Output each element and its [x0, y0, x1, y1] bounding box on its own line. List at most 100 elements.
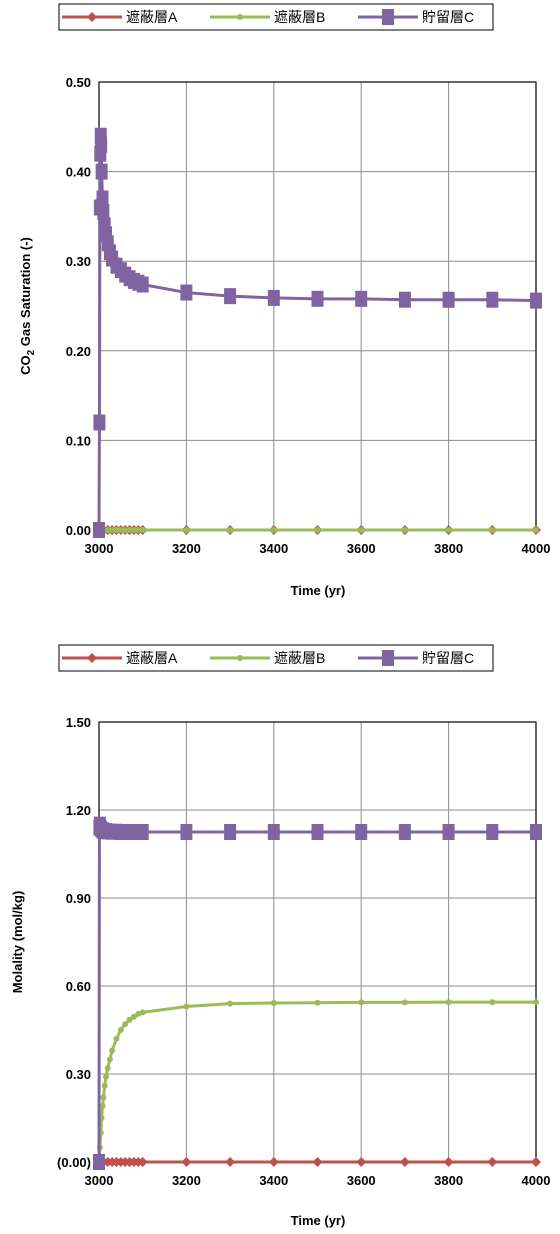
series-3	[93, 127, 542, 538]
data-point	[104, 1065, 111, 1072]
series-line	[97, 824, 536, 1163]
data-point	[267, 289, 280, 306]
data-point	[270, 527, 277, 533]
data-point	[137, 1157, 148, 1167]
y-tick-label: 0.20	[66, 344, 91, 359]
data-point	[311, 824, 324, 840]
plot-area	[98, 721, 537, 1163]
y-tick-label: 0.30	[66, 254, 91, 269]
legend-item: 遮蔽層B	[210, 9, 325, 25]
legend-swatch-marker	[87, 653, 97, 663]
legend-swatch-marker	[237, 655, 243, 661]
data-point	[139, 1009, 146, 1016]
y-tick-label: 1.50	[66, 715, 91, 730]
data-point	[531, 1157, 541, 1167]
y-axis-label: CO2 Gas Saturation (-)	[18, 237, 37, 375]
legend-item: 貯留層C	[358, 9, 474, 25]
data-point	[97, 203, 110, 220]
legend-swatch-marker	[382, 9, 394, 25]
y-tick-label: 1.20	[66, 803, 91, 818]
data-point	[311, 290, 324, 307]
legend-item: 遮蔽層A	[62, 650, 178, 666]
data-point	[358, 999, 365, 1006]
data-point	[122, 1021, 129, 1028]
legend-label: 遮蔽層A	[126, 9, 178, 25]
data-point	[227, 1000, 234, 1007]
data-point	[312, 1157, 323, 1167]
data-point	[445, 527, 452, 533]
legend-swatch-marker	[87, 12, 97, 22]
data-point	[489, 527, 496, 533]
data-point	[533, 999, 539, 1006]
data-point	[442, 291, 455, 308]
y-tick-label: 0.60	[66, 979, 91, 994]
data-point	[489, 999, 496, 1006]
data-point	[401, 999, 408, 1006]
data-point	[96, 190, 109, 207]
data-point	[530, 292, 542, 309]
data-point	[180, 284, 193, 301]
data-point	[117, 1027, 124, 1033]
data-point	[102, 1073, 109, 1080]
data-point	[99, 1103, 106, 1110]
y-tick-label: 0.50	[66, 75, 91, 90]
data-point	[181, 1157, 192, 1167]
data-point	[486, 824, 499, 840]
data-point	[104, 527, 111, 533]
legend-box	[58, 644, 494, 672]
data-point	[136, 824, 149, 840]
x-axis-label: Time (yr)	[291, 583, 346, 598]
legend-item: 遮蔽層A	[62, 9, 178, 25]
data-point	[401, 527, 408, 533]
legend: 遮蔽層A 遮蔽層B 貯留層C	[58, 644, 494, 672]
series-3	[93, 816, 542, 1170]
y-tick-label: 0.90	[66, 891, 91, 906]
data-point	[355, 290, 368, 307]
data-point	[117, 527, 124, 533]
legend-label: 貯留層C	[422, 650, 474, 666]
x-axis-label: Time (yr)	[291, 1213, 346, 1228]
data-point	[126, 527, 133, 533]
data-point	[101, 1082, 108, 1089]
data-point	[314, 527, 321, 533]
data-point	[314, 999, 321, 1006]
data-point	[442, 824, 455, 840]
data-point	[122, 527, 129, 533]
x-tick-label: 3000	[85, 1173, 114, 1188]
legend-label: 貯留層C	[422, 9, 474, 25]
data-point	[445, 999, 452, 1006]
legend-item: 貯留層C	[358, 650, 474, 666]
data-point	[113, 1035, 120, 1042]
data-point	[100, 1094, 107, 1101]
x-tick-label: 3400	[259, 1173, 288, 1188]
data-point	[95, 136, 108, 153]
x-tick-label: 3600	[347, 1173, 376, 1188]
x-tick-label: 3200	[172, 541, 201, 556]
data-point	[95, 163, 108, 180]
series-line	[97, 1000, 536, 1163]
legend: 遮蔽層A 遮蔽層B 貯留層C	[58, 3, 494, 31]
legend-label: 遮蔽層B	[274, 650, 325, 666]
series-1	[94, 1157, 541, 1167]
x-tick-label: 4000	[522, 541, 551, 556]
y-tick-label: 0.10	[66, 433, 91, 448]
data-point	[533, 527, 539, 533]
data-point	[268, 1157, 279, 1167]
legend-item: 遮蔽層B	[210, 650, 325, 666]
data-point	[224, 288, 237, 305]
data-point	[180, 824, 193, 840]
data-point	[135, 527, 142, 533]
x-tick-label: 3600	[347, 541, 376, 556]
x-tick-label: 3000	[85, 541, 114, 556]
data-point	[183, 527, 190, 533]
data-point	[109, 1047, 116, 1054]
data-point	[355, 824, 368, 840]
data-point	[399, 1157, 410, 1167]
x-tick-label: 3800	[434, 1173, 463, 1188]
legend-swatch-marker	[382, 650, 394, 666]
y-tick-label: 0.30	[66, 1067, 91, 1082]
legend-label: 遮蔽層A	[126, 650, 178, 666]
data-point	[487, 1157, 498, 1167]
data-point	[130, 1013, 137, 1020]
data-point	[356, 1157, 367, 1167]
